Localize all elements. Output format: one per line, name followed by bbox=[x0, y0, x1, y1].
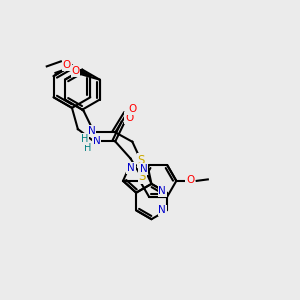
Text: S: S bbox=[137, 154, 145, 167]
Text: O: O bbox=[71, 66, 80, 76]
Text: N: N bbox=[140, 164, 147, 174]
Text: O: O bbox=[128, 104, 136, 114]
Text: N: N bbox=[92, 136, 100, 146]
Text: O: O bbox=[125, 113, 134, 123]
Text: S: S bbox=[139, 170, 146, 183]
Text: N: N bbox=[127, 163, 135, 173]
Text: H: H bbox=[81, 134, 88, 144]
Text: O: O bbox=[63, 60, 71, 70]
Text: N: N bbox=[158, 186, 166, 196]
Text: O: O bbox=[186, 175, 194, 185]
Text: N: N bbox=[88, 126, 96, 136]
Text: N: N bbox=[158, 206, 166, 215]
Text: H: H bbox=[84, 143, 91, 153]
